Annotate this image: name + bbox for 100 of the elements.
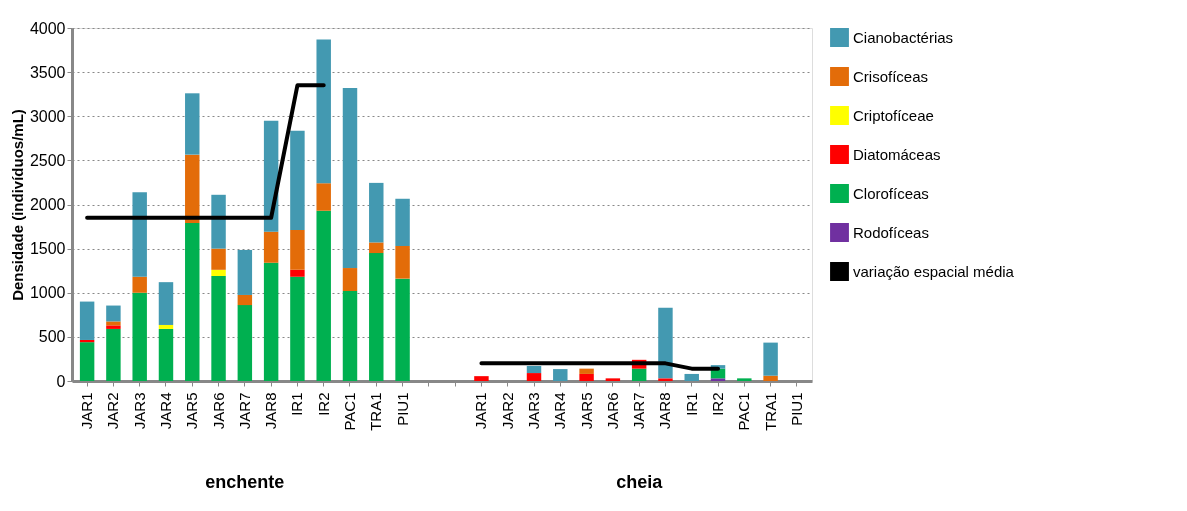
legend-label: Diatomáceas (853, 145, 941, 163)
x-tick-label: JAR5 (183, 392, 201, 430)
x-tick-label: IR1 (682, 392, 700, 416)
bar (211, 275, 226, 381)
x-tick-label: JAR4 (551, 392, 569, 430)
y-tick-label: 2000 (29, 196, 66, 213)
x-tick-label: JAR3 (525, 392, 543, 430)
bar (395, 245, 410, 279)
legend-label: Cianobactérias (853, 28, 954, 46)
y-tick-label: 4000 (29, 19, 66, 37)
bar (237, 305, 253, 381)
bar (290, 230, 305, 270)
bar (526, 373, 542, 381)
y-tick-label: 1000 (29, 284, 66, 302)
y-tick-label: 500 (38, 328, 66, 346)
bar (290, 276, 305, 381)
bar (737, 378, 752, 381)
bar (158, 282, 174, 325)
y-tick-label: 3500 (29, 63, 66, 81)
bar (263, 231, 279, 263)
bar (132, 276, 147, 293)
bar (79, 342, 95, 381)
y-tick-label: 1500 (29, 240, 66, 258)
bar (316, 39, 331, 184)
bar (710, 378, 726, 381)
legend-label: Criptofíceae (853, 106, 934, 124)
bar (342, 268, 358, 291)
bar (158, 328, 174, 381)
bar (316, 183, 331, 211)
bar (658, 307, 673, 379)
bar (474, 376, 489, 381)
x-tick-label: PIU1 (787, 392, 805, 426)
x-tick-label: JAR5 (577, 392, 595, 430)
bar (684, 373, 699, 381)
bar (290, 130, 305, 231)
x-tick-label: JAR1 (78, 392, 96, 430)
x-tick-label: JAR3 (130, 392, 148, 430)
bar (369, 182, 384, 243)
bar (263, 262, 279, 381)
x-tick-label: IR2 (314, 392, 332, 416)
bar (763, 375, 778, 381)
legend-label: Rodofíceas (853, 223, 929, 241)
bar (553, 369, 568, 381)
bar (631, 368, 647, 381)
bar (658, 378, 673, 381)
bar (158, 324, 174, 329)
x-tick-label: JAR2 (104, 392, 122, 430)
bar (342, 290, 358, 381)
bar (290, 269, 305, 277)
bar (342, 88, 358, 269)
bar (106, 325, 121, 329)
bar (106, 321, 121, 326)
x-tick-label: TRA1 (367, 392, 385, 431)
x-tick-label: JAR8 (262, 392, 280, 430)
bar (579, 373, 594, 381)
bar (211, 194, 226, 249)
legend-label: Crisofíceas (853, 67, 929, 85)
x-tick-label: JAR7 (630, 392, 648, 430)
bar (79, 301, 95, 340)
x-tick-label: JAR7 (235, 392, 253, 430)
x-tick-label: JAR1 (472, 392, 490, 430)
bar (605, 378, 621, 381)
x-tick-label: JAR8 (656, 392, 674, 430)
x-tick-label: JAR4 (156, 392, 174, 430)
bar (369, 242, 384, 254)
legend-label: Clorofíceas (853, 184, 929, 202)
bar (185, 223, 200, 381)
bar (579, 368, 594, 374)
x-tick-label: TRA1 (761, 392, 779, 431)
bar (237, 294, 253, 306)
bar (211, 248, 226, 270)
x-tick-label: IR2 (709, 392, 727, 416)
text: enchente (205, 472, 285, 492)
x-tick-label: JAR6 (209, 392, 227, 430)
y-tick-label: 0 (56, 372, 66, 390)
bar (132, 292, 147, 381)
bar (395, 278, 410, 381)
y-axis-title: Densidade (indivíduos/mL) (8, 109, 26, 301)
bar (185, 93, 200, 155)
bar (237, 249, 253, 295)
x-tick-label: JAR6 (603, 392, 621, 430)
bar (132, 192, 147, 277)
bar (185, 154, 200, 224)
y-tick-label: 3000 (29, 107, 66, 125)
bar (763, 342, 778, 376)
legend-label: variação espacial média (853, 262, 1015, 280)
x-tick-label: JAR2 (498, 392, 516, 430)
y-tick-label: 2500 (29, 151, 66, 169)
x-tick-label: PIU1 (393, 392, 411, 426)
text: cheia (616, 472, 664, 492)
bar (106, 328, 121, 381)
bar (369, 253, 384, 381)
x-tick-label: PAC1 (340, 392, 358, 431)
bar (526, 366, 542, 374)
bar (211, 269, 226, 276)
bar (316, 210, 331, 381)
x-tick-label: IR1 (288, 392, 306, 416)
x-tick-label: PAC1 (735, 392, 753, 431)
bar (395, 198, 410, 246)
bar (106, 305, 121, 322)
